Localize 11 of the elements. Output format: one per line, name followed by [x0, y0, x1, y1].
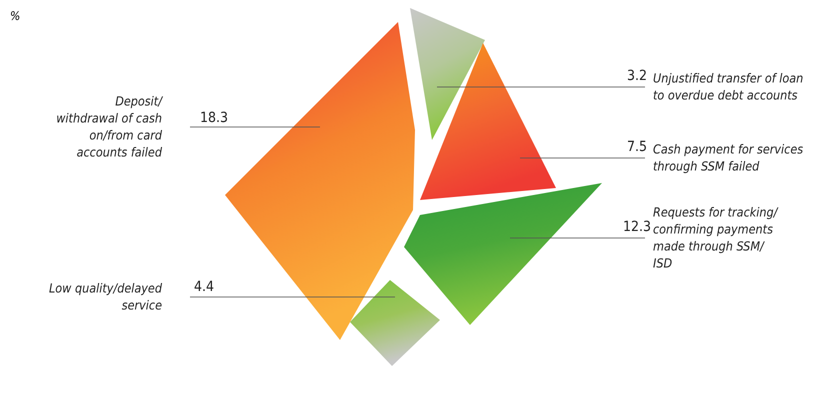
category-label: Cash payment for services through SSM failed	[653, 142, 804, 174]
category-label: Requests for tracking/ confirming payments made through SSM/ ISD	[653, 204, 779, 270]
data-label: 18.3	[200, 110, 228, 126]
text: %	[10, 9, 20, 23]
category-label: Deposit/ withdrawal of cash on/from card accounts failed	[56, 94, 164, 160]
data-label: 12.3	[622, 219, 652, 235]
category-label: Unjustified transfer of loan to overdue debt accounts	[653, 70, 804, 102]
category-label: Low quality/delayed service	[49, 280, 163, 312]
data-label: 4.4	[194, 279, 214, 295]
data-label: 7.5	[626, 139, 648, 155]
data-label: 3.2	[626, 68, 648, 84]
